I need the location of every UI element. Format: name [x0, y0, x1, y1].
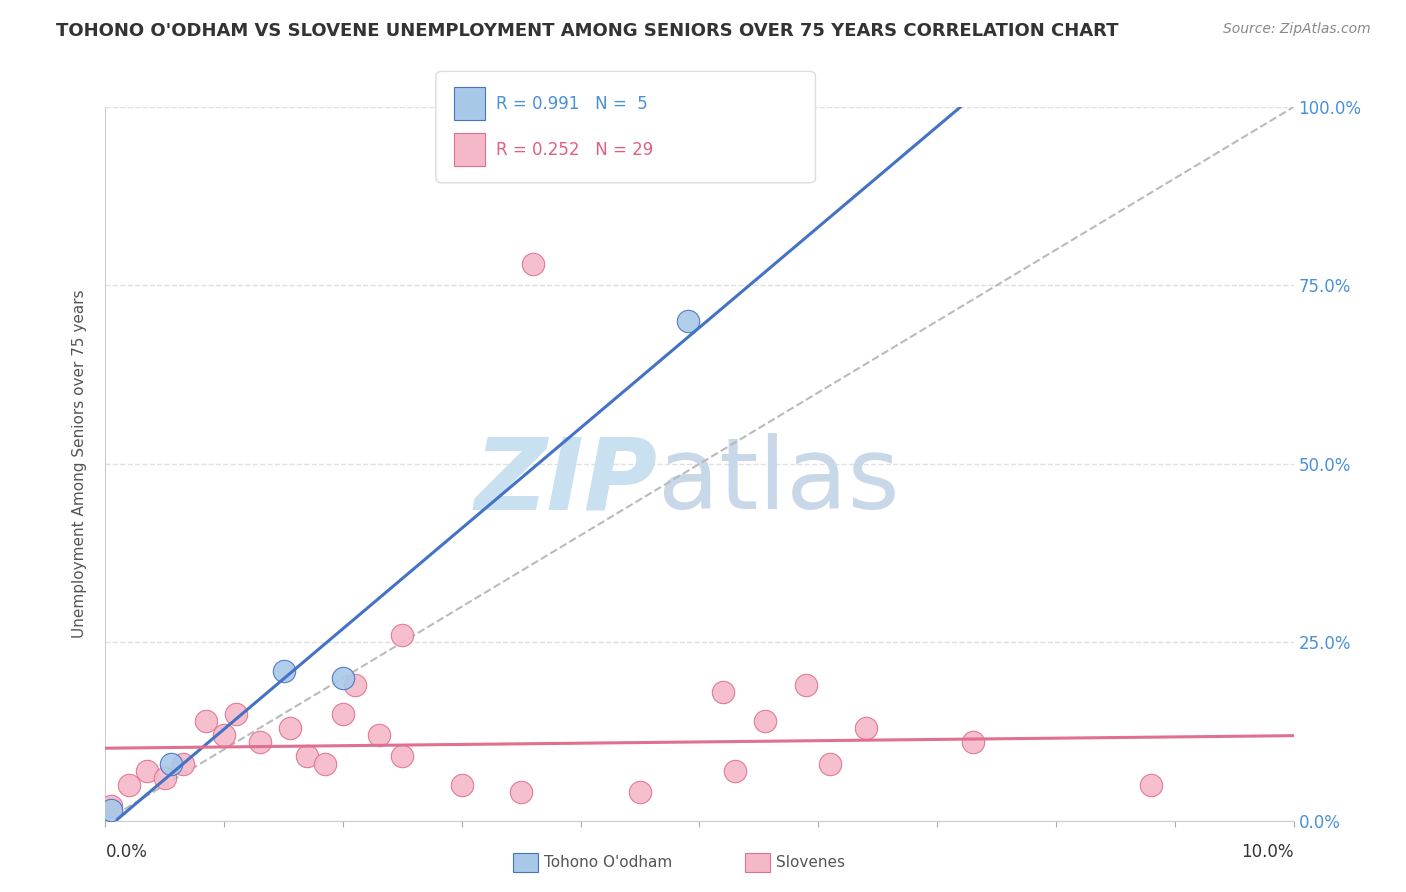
- Point: [118, 778, 141, 792]
- Text: ZIP: ZIP: [475, 434, 658, 530]
- Point: [172, 756, 194, 771]
- Point: [855, 721, 877, 735]
- Text: R = 0.991   N =  5: R = 0.991 N = 5: [496, 95, 648, 112]
- Text: Tohono O'odham: Tohono O'odham: [544, 855, 672, 870]
- Point: [332, 671, 354, 685]
- Y-axis label: Unemployment Among Seniors over 75 years: Unemployment Among Seniors over 75 years: [72, 290, 87, 638]
- Point: [711, 685, 734, 699]
- Point: [628, 785, 651, 799]
- Point: [962, 735, 984, 749]
- Point: [724, 764, 747, 778]
- Text: 10.0%: 10.0%: [1241, 843, 1294, 861]
- Point: [100, 803, 122, 817]
- Point: [153, 771, 176, 785]
- Point: [343, 678, 366, 692]
- Point: [297, 749, 319, 764]
- Point: [367, 728, 389, 742]
- Point: [391, 749, 413, 764]
- Point: [314, 756, 336, 771]
- Text: 0.0%: 0.0%: [105, 843, 148, 861]
- Point: [796, 678, 818, 692]
- Text: Source: ZipAtlas.com: Source: ZipAtlas.com: [1223, 22, 1371, 37]
- Point: [522, 257, 544, 271]
- Point: [818, 756, 841, 771]
- Point: [195, 714, 218, 728]
- Point: [332, 706, 354, 721]
- Point: [136, 764, 159, 778]
- Text: TOHONO O'ODHAM VS SLOVENE UNEMPLOYMENT AMONG SENIORS OVER 75 YEARS CORRELATION C: TOHONO O'ODHAM VS SLOVENE UNEMPLOYMENT A…: [56, 22, 1119, 40]
- Text: Slovenes: Slovenes: [776, 855, 845, 870]
- Point: [249, 735, 271, 749]
- Point: [391, 628, 413, 642]
- Point: [510, 785, 533, 799]
- Text: atlas: atlas: [658, 434, 900, 530]
- Point: [754, 714, 776, 728]
- Point: [1140, 778, 1163, 792]
- Point: [100, 799, 122, 814]
- Point: [214, 728, 236, 742]
- Point: [278, 721, 301, 735]
- Point: [676, 314, 699, 328]
- Text: R = 0.252   N = 29: R = 0.252 N = 29: [496, 141, 654, 159]
- Point: [450, 778, 472, 792]
- Point: [225, 706, 247, 721]
- Point: [159, 756, 181, 771]
- Point: [273, 664, 295, 678]
